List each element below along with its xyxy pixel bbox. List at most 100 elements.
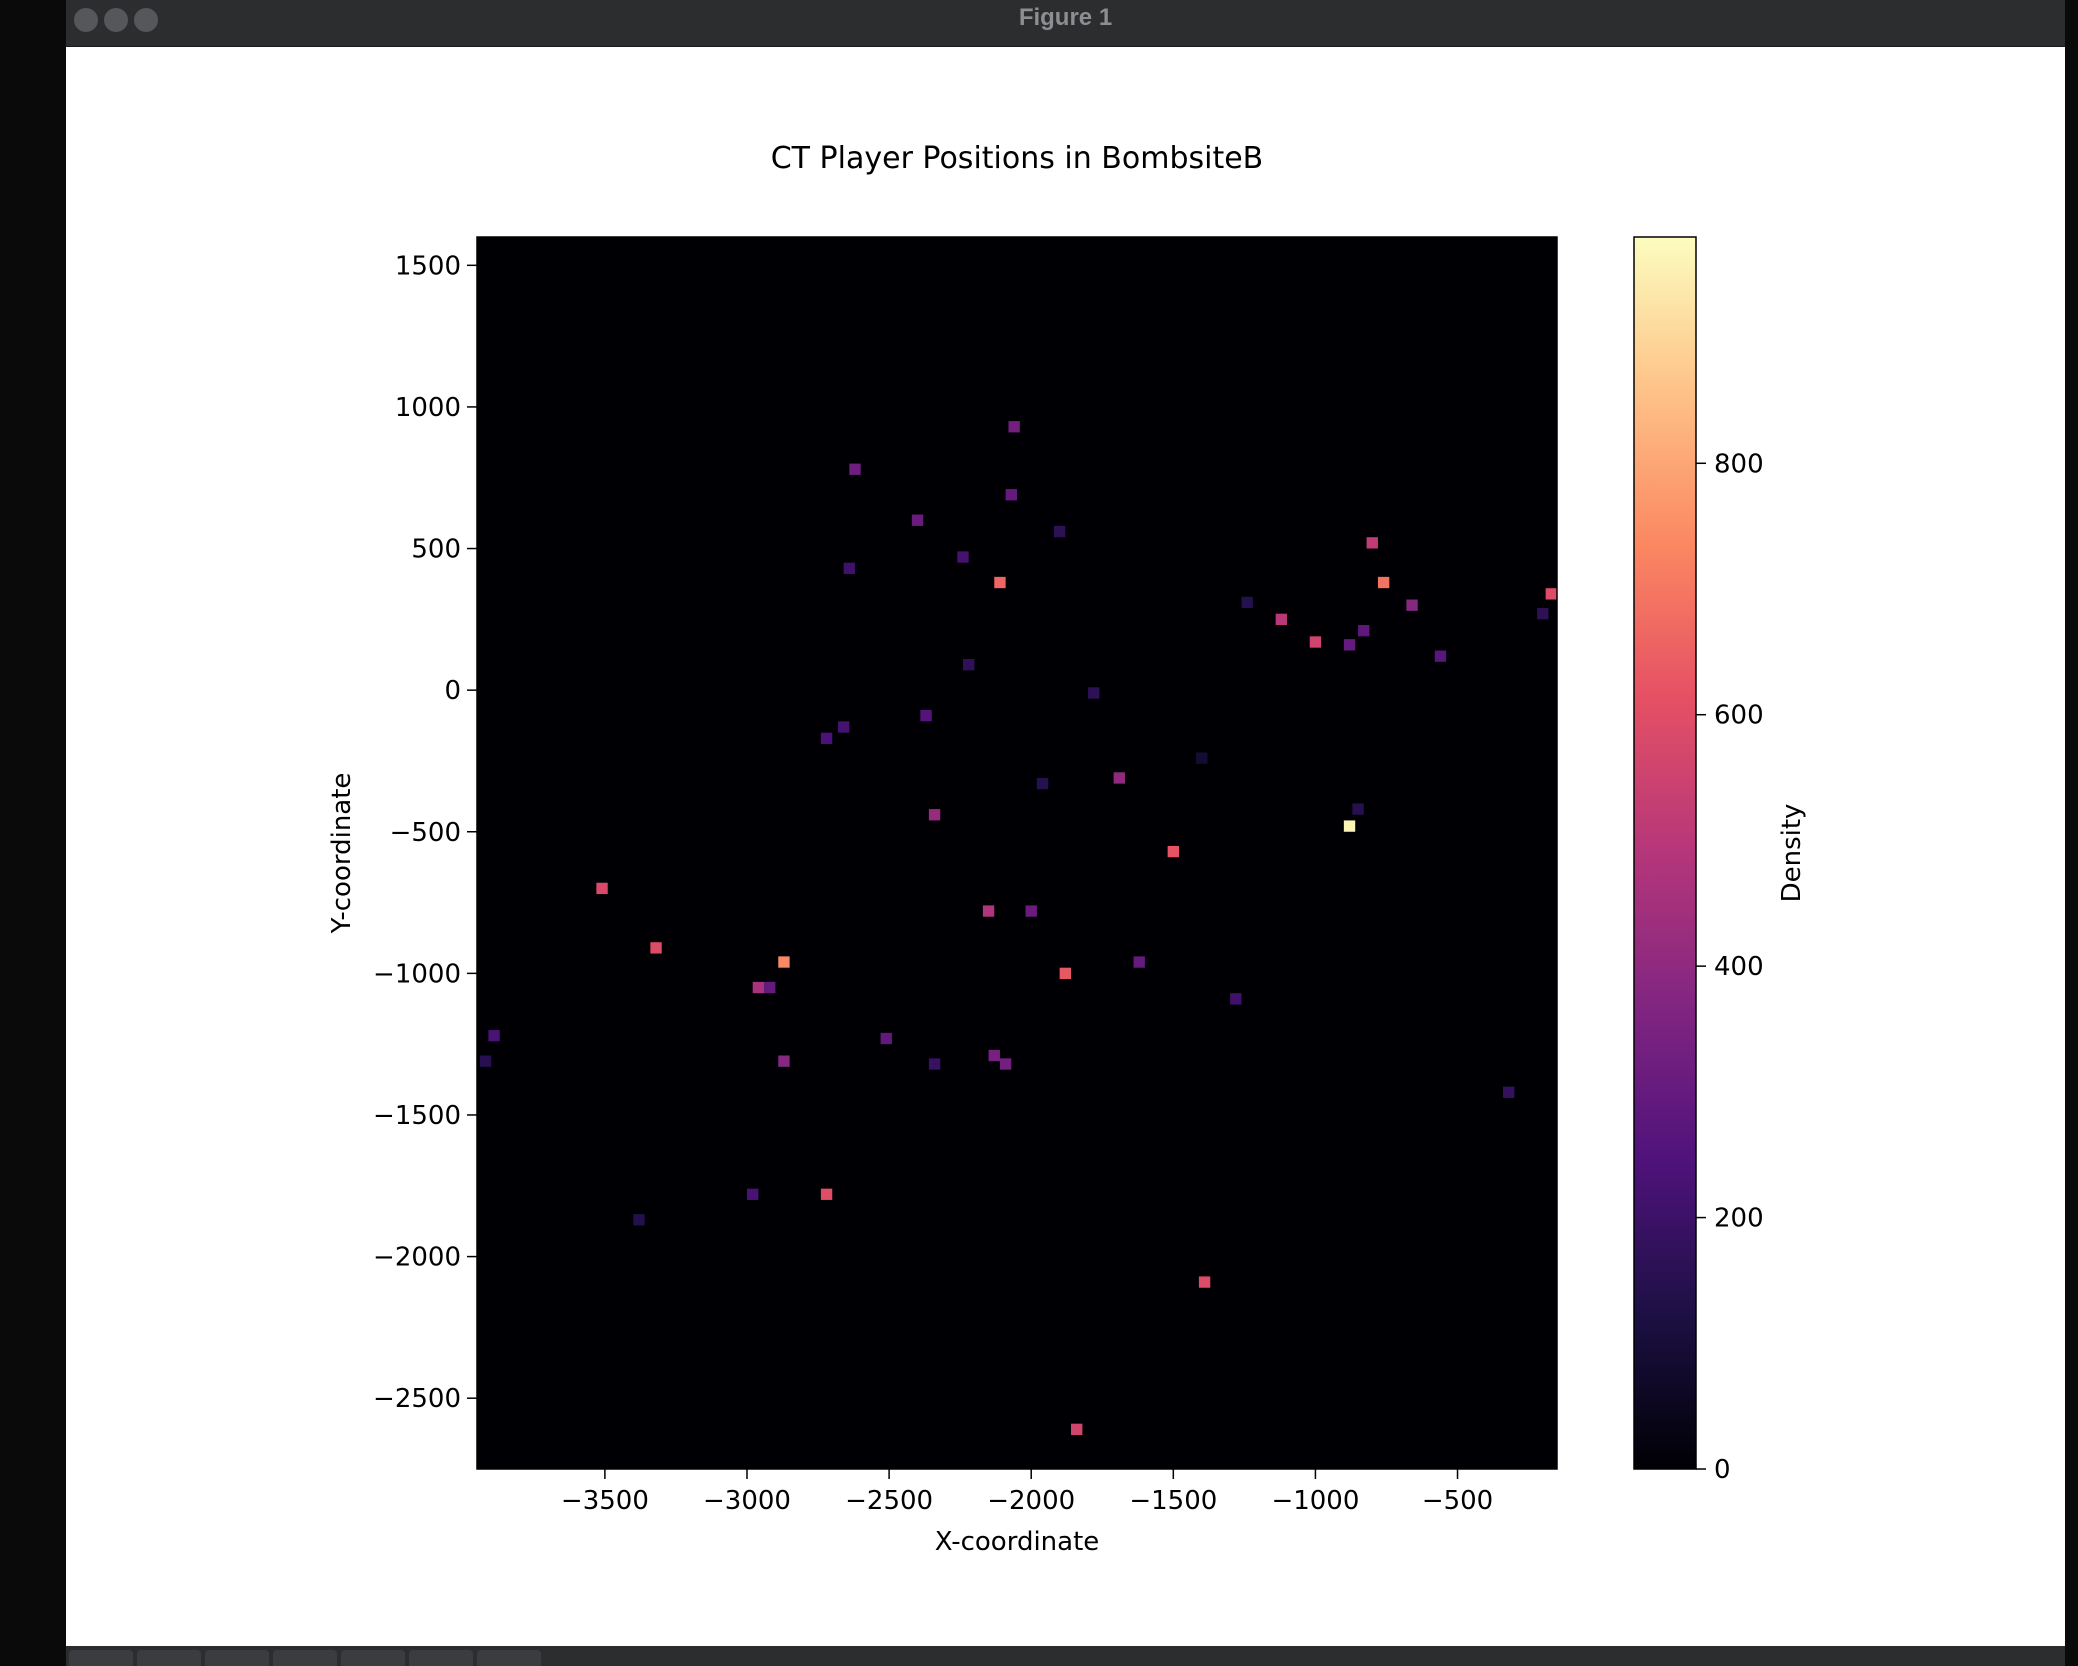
heatmap-cell bbox=[963, 658, 975, 671]
y-tick-label: 500 bbox=[411, 535, 461, 565]
colorbar-tick-label: 400 bbox=[1714, 952, 1764, 982]
colorbar-ticks: 0 200 400 600 800 bbox=[1696, 449, 1764, 1485]
heatmap-cell bbox=[488, 1030, 500, 1042]
heatmap-cell bbox=[1352, 803, 1364, 815]
x-axis-ticks: −3500 −3000 −2500 −2000 −1500 −1000 −500 bbox=[561, 1469, 1493, 1516]
heatmap-cell bbox=[1167, 845, 1179, 858]
heatmap-cell bbox=[1196, 752, 1208, 764]
heatmap-cell bbox=[1537, 608, 1549, 620]
heatmap-cell bbox=[1230, 993, 1242, 1005]
heatmap-cell bbox=[837, 721, 850, 733]
figure-window: Figure 1 CT Player Positions in Bombsite… bbox=[66, 0, 2065, 1666]
forward-icon[interactable] bbox=[205, 1650, 269, 1666]
colorbar-tick-label: 800 bbox=[1714, 449, 1764, 479]
heatmap-cell bbox=[994, 576, 1006, 589]
heatmap-cell bbox=[1088, 687, 1100, 699]
heatmap-cell bbox=[928, 809, 941, 821]
x-tick-label: −1000 bbox=[1271, 1486, 1359, 1516]
x-tick-label: −1500 bbox=[1129, 1486, 1217, 1516]
x-tick-label: −2000 bbox=[987, 1486, 1075, 1516]
y-axis-ticks: 1500 1000 500 0 −500 −1000 −1500 −2000 −2500 bbox=[373, 251, 477, 1414]
plot-frame bbox=[476, 236, 1558, 1470]
heatmap-cell bbox=[633, 1214, 645, 1226]
colorbar-tick-label: 600 bbox=[1714, 701, 1764, 731]
heatmap-cell bbox=[1113, 772, 1125, 784]
colorbar-tick-label: 200 bbox=[1714, 1204, 1764, 1234]
heatmap-cell bbox=[1406, 599, 1418, 611]
heatmap-cell bbox=[1275, 613, 1287, 626]
heatmap-cell bbox=[1198, 1276, 1211, 1288]
pan-icon[interactable] bbox=[273, 1650, 337, 1666]
chart-title: CT Player Positions in BombsiteB bbox=[771, 141, 1264, 176]
heatmap-cell bbox=[1434, 650, 1447, 662]
x-tick-label: −3500 bbox=[561, 1486, 649, 1516]
heatmap-cell bbox=[596, 882, 608, 895]
heatmap-cell bbox=[1309, 636, 1322, 648]
heatmap-cell bbox=[778, 956, 790, 968]
y-tick-label: −1000 bbox=[373, 959, 461, 989]
heatmap-cell bbox=[1343, 639, 1356, 651]
zoom-icon[interactable] bbox=[341, 1650, 405, 1666]
y-tick-label: 1500 bbox=[395, 251, 461, 281]
home-icon[interactable] bbox=[69, 1650, 133, 1666]
heatmap-cells bbox=[479, 421, 1557, 1436]
plot-area[interactable] bbox=[477, 237, 1557, 1469]
heatmap-figure: CT Player Positions in BombsiteB −3500 −3… bbox=[327, 141, 1807, 1557]
heatmap-cell bbox=[747, 1188, 759, 1200]
y-tick-label: −1500 bbox=[373, 1101, 461, 1131]
heatmap-cell bbox=[1008, 421, 1020, 433]
colorbar bbox=[1633, 236, 1697, 1470]
heatmap-cell bbox=[957, 551, 969, 563]
heatmap-cell bbox=[820, 732, 833, 744]
heatmap-cell bbox=[1545, 588, 1557, 600]
heatmap-cell bbox=[1133, 956, 1145, 968]
y-tick-label: 1000 bbox=[395, 393, 461, 423]
heatmap-cell bbox=[1071, 1423, 1083, 1436]
zoom-window-icon[interactable] bbox=[134, 8, 158, 32]
x-tick-label: −3000 bbox=[703, 1486, 791, 1516]
colorbar-tick-label: 0 bbox=[1714, 1455, 1731, 1485]
y-tick-label: −500 bbox=[390, 818, 461, 848]
heatmap-cell bbox=[1241, 596, 1253, 609]
heatmap-cell bbox=[752, 981, 765, 994]
colorbar-label: Density bbox=[1777, 804, 1807, 903]
save-icon[interactable] bbox=[477, 1650, 541, 1666]
heatmap-cell bbox=[778, 1055, 790, 1067]
heatmap-cell bbox=[843, 562, 855, 575]
heatmap-cell bbox=[880, 1032, 892, 1045]
heatmap-cell bbox=[1343, 820, 1356, 832]
figure-toolbar bbox=[66, 1646, 2065, 1666]
heatmap-cell bbox=[1036, 777, 1049, 790]
heatmap-cell bbox=[1059, 967, 1071, 980]
heatmap-cell bbox=[650, 942, 662, 954]
close-window-icon[interactable] bbox=[74, 8, 98, 32]
heatmap-cell bbox=[911, 514, 924, 526]
heatmap-cell bbox=[999, 1058, 1012, 1070]
x-tick-label: −500 bbox=[1422, 1486, 1493, 1516]
heatmap-cell bbox=[1358, 625, 1370, 637]
x-axis-label: X-coordinate bbox=[935, 1527, 1100, 1557]
heatmap-cell bbox=[820, 1188, 833, 1200]
x-tick-label: −2500 bbox=[845, 1486, 933, 1516]
y-tick-label: −2000 bbox=[373, 1243, 461, 1273]
heatmap-cell bbox=[1366, 537, 1378, 549]
heatmap-cell bbox=[1377, 576, 1390, 589]
heatmap-cell bbox=[479, 1055, 492, 1067]
heatmap-cell bbox=[1053, 525, 1066, 538]
heatmap-cell bbox=[928, 1058, 941, 1070]
heatmap-cell bbox=[988, 1049, 1000, 1062]
heatmap-cell bbox=[920, 709, 932, 722]
window-title: Figure 1 bbox=[1018, 4, 1113, 31]
y-tick-label: 0 bbox=[444, 676, 461, 706]
minimize-window-icon[interactable] bbox=[104, 8, 128, 32]
heatmap-cell bbox=[1025, 905, 1037, 917]
window-titlebar[interactable]: Figure 1 bbox=[66, 0, 2065, 47]
heatmap-cell bbox=[1503, 1086, 1515, 1098]
y-tick-label: −2500 bbox=[373, 1384, 461, 1414]
back-icon[interactable] bbox=[137, 1650, 201, 1666]
heatmap-cell bbox=[764, 981, 776, 994]
heatmap-cell bbox=[1005, 489, 1017, 501]
heatmap-cell bbox=[982, 905, 995, 917]
heatmap-cell bbox=[849, 463, 861, 475]
configure-icon[interactable] bbox=[409, 1650, 473, 1666]
